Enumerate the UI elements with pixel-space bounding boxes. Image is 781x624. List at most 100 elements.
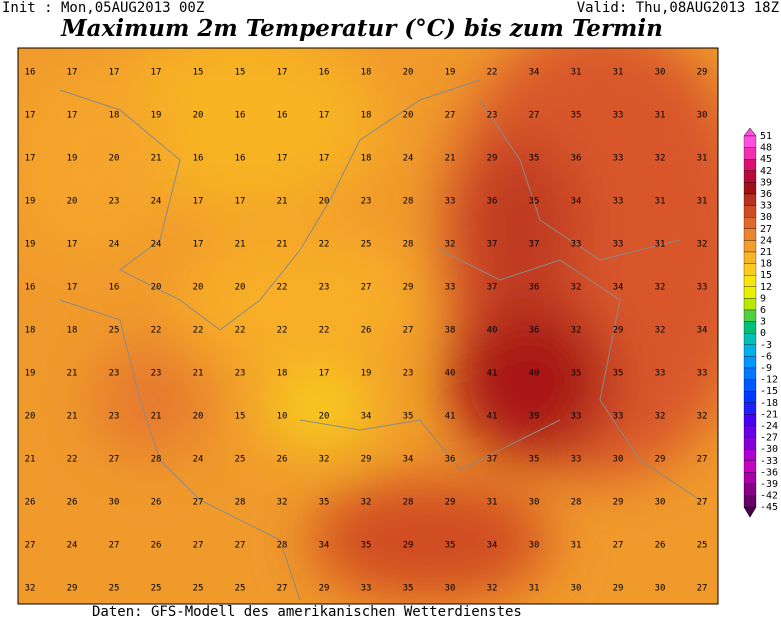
temperature-value: 19 [361,369,372,379]
temperature-value: 31 [655,111,666,121]
temperature-value: 32 [361,498,372,508]
colorbar-swatch [743,414,757,427]
temperature-value: 25 [235,455,246,465]
temperature-value: 21 [67,369,78,379]
temperature-value: 32 [487,584,498,594]
colorbar-label: -39 [760,479,778,490]
temperature-value: 17 [319,154,330,164]
colorbar-label: -18 [760,398,778,409]
temperature-value: 25 [151,584,162,594]
temperature-value: 29 [613,498,624,508]
temperature-value: 32 [655,326,666,336]
temperature-value: 29 [655,455,666,465]
temperature-value: 27 [193,498,204,508]
temperature-value: 27 [697,584,708,594]
temperature-value: 19 [67,154,78,164]
temperature-value: 21 [193,369,204,379]
temperature-value: 28 [235,498,246,508]
temperature-value: 29 [445,498,456,508]
colorbar-label: -36 [760,467,778,478]
temperature-value: 32 [571,283,582,293]
temperature-value: 25 [193,584,204,594]
temperature-value: 35 [613,369,624,379]
colorbar-label: -24 [760,421,778,432]
temperature-value: 15 [193,68,204,78]
colorbar-label: 18 [760,259,772,270]
temperature-value: 32 [655,154,666,164]
temperature-value: 18 [361,111,372,121]
temperature-value: 40 [445,369,456,379]
temperature-value: 23 [403,369,414,379]
temperature-value: 24 [151,240,162,250]
colorbar-swatch [743,379,757,392]
temperature-value: 27 [403,326,414,336]
temperature-value: 18 [361,154,372,164]
temperature-value: 17 [67,283,78,293]
temperature-value: 25 [235,584,246,594]
temperature-value: 41 [445,412,456,422]
colorbar-label: -33 [760,456,778,467]
temperature-value: 27 [697,498,708,508]
temperature-value: 20 [109,154,120,164]
colorbar-swatch [743,217,757,229]
temperature-value: 18 [67,326,78,336]
temperature-value: 33 [361,584,372,594]
temperature-value: 22 [319,326,330,336]
colorbar-label: -30 [760,444,778,455]
temperature-value: 32 [571,326,582,336]
temperature-value: 31 [487,498,498,508]
temperature-value: 21 [151,412,162,422]
temperature-value: 17 [235,197,246,207]
temperature-value: 36 [529,326,540,336]
temperature-value: 27 [697,455,708,465]
init-time: Init : Mon,05AUG2013 00Z [2,0,204,16]
temperature-value: 29 [403,541,414,551]
temperature-value: 17 [67,111,78,121]
temperature-value: 27 [25,541,36,551]
colorbar-label: 39 [760,177,772,188]
temperature-value: 33 [445,283,456,293]
temperature-value: 35 [529,154,540,164]
temperature-value: 35 [403,584,414,594]
temperature-value: 19 [25,240,36,250]
temperature-value: 33 [613,240,624,250]
temperature-value: 20 [403,68,414,78]
temperature-value: 30 [655,498,666,508]
temperature-value: 17 [319,111,330,121]
temperature-value: 29 [613,326,624,336]
colorbar-swatch [743,460,757,473]
temperature-value: 17 [67,240,78,250]
temperature-value: 20 [319,197,330,207]
temperature-value: 28 [151,455,162,465]
temperature-value: 16 [25,68,36,78]
temperature-value: 29 [319,584,330,594]
temperature-value: 30 [697,111,708,121]
map-frame [17,47,719,605]
temperature-value: 19 [445,68,456,78]
map-title: Maximum 2m Temperatur (°C) bis zum Termi… [60,15,663,42]
temperature-value: 31 [529,584,540,594]
temperature-value: 38 [445,326,456,336]
colorbar-label: -9 [760,363,772,374]
temperature-value: 35 [361,541,372,551]
temperature-value: 34 [571,197,582,207]
colorbar-label: -12 [760,375,778,386]
temperature-value: 15 [235,412,246,422]
temperature-value: 36 [445,455,456,465]
temperature-value: 21 [277,240,288,250]
temperature-value: 21 [235,240,246,250]
temperature-value: 31 [613,68,624,78]
temperature-value: 23 [361,197,372,207]
temperature-value: 29 [403,283,414,293]
colorbar-label: 48 [760,143,772,154]
colorbar-swatch [743,483,757,496]
temperature-value: 17 [151,68,162,78]
colorbar-label: 30 [760,212,772,223]
temperature-value: 30 [571,584,582,594]
temperature-value: 17 [67,68,78,78]
temperature-value: 35 [403,412,414,422]
temperature-value: 17 [25,111,36,121]
temperature-value: 16 [25,283,36,293]
temperature-value: 16 [235,111,246,121]
